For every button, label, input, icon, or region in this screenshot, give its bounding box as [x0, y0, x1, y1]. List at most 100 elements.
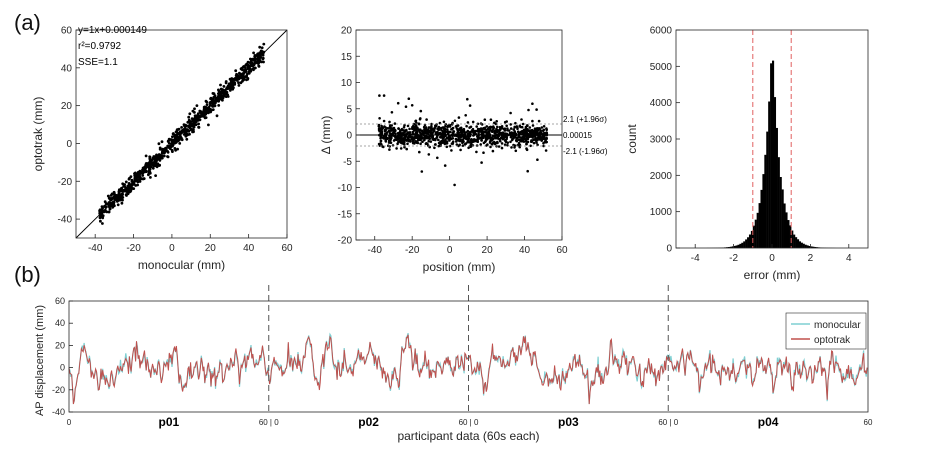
- scatter-point: [233, 77, 237, 80]
- scatter-point: [187, 118, 191, 122]
- scatter-point: [500, 125, 504, 128]
- scatter-point: [211, 108, 215, 111]
- scatter-point: [466, 121, 470, 124]
- scatter-point: [470, 130, 473, 133]
- scatter-point: [460, 131, 464, 134]
- reference-line-label: 2.1 (+1.96σ): [563, 115, 607, 124]
- scatter-point: [133, 172, 136, 176]
- scatter-point: [402, 140, 406, 144]
- scatter-point: [390, 111, 394, 114]
- scatter-point: [545, 127, 548, 130]
- scatter-point: [413, 141, 417, 144]
- scatter-point: [389, 127, 392, 130]
- scatter-point: [495, 120, 499, 123]
- histogram-bars: [706, 60, 836, 249]
- scatter-point: [142, 166, 146, 170]
- histogram-bar: [743, 241, 746, 248]
- scatter-point: [464, 135, 468, 139]
- scatter-point: [101, 222, 104, 225]
- scatter-point: [434, 131, 438, 134]
- scatter-point: [212, 104, 216, 108]
- x-tick-label: 0: [447, 245, 453, 256]
- error-histogram-chart: -4 -2 0 2 4 0 1000 2000 3000 4000 5000 6000 error (m…: [625, 26, 869, 282]
- scatter-point: [527, 108, 530, 112]
- scatter-point: [258, 45, 262, 49]
- y-tick-label: 4000: [650, 98, 673, 109]
- scatter-point: [237, 81, 240, 85]
- scatter-point: [117, 188, 121, 192]
- scatter-point: [408, 127, 411, 131]
- scatter-point: [197, 122, 201, 126]
- scatter-point: [413, 137, 416, 140]
- scatter-point: [248, 67, 252, 71]
- scatter-point: [108, 207, 112, 211]
- histogram-bar: [775, 127, 778, 248]
- scatter-point: [414, 119, 417, 123]
- scatter-point: [136, 183, 140, 187]
- scatter-point: [209, 97, 213, 101]
- scatter-point: [542, 144, 545, 148]
- scatter-point: [394, 129, 397, 132]
- scatter-point: [423, 136, 426, 140]
- scatter-point: [496, 140, 499, 144]
- scatter-point: [120, 194, 124, 198]
- scatter-point: [446, 125, 449, 129]
- scatter-point: [157, 142, 161, 146]
- y-tick-label: 0: [666, 244, 672, 255]
- scatter-point: [465, 137, 469, 141]
- scatter-point: [262, 60, 265, 64]
- scatter-point: [529, 144, 532, 148]
- histogram-bar: [733, 245, 736, 248]
- scatter-point: [148, 157, 152, 161]
- scatter-point: [221, 89, 225, 93]
- scatter-point: [467, 146, 470, 150]
- x-tick-label: -4: [691, 253, 700, 264]
- scatter-point: [491, 149, 495, 153]
- histogram-bar: [804, 244, 807, 248]
- y-axis-label: AP displacement (mm): [34, 305, 46, 416]
- ap-displacement-time-series-chart: -40 -20 0 20 40 60 0 60 | 0 60 | 0 60 | 0 60 p01 p02…: [34, 285, 873, 443]
- scatter-point: [478, 127, 481, 131]
- y-tick-label: -10: [338, 183, 353, 194]
- scatter-point: [188, 112, 192, 116]
- scatter-chart-monocular-vs-optotrak: -40 -20 0 20 40 60 -40 -20 0 20 40 60 monocular (mm)…: [31, 25, 293, 272]
- scatter-point: [518, 143, 522, 147]
- scatter-point: [426, 129, 429, 133]
- scatter-point: [545, 131, 548, 134]
- scatter-point: [391, 132, 394, 136]
- scatter-point: [517, 135, 520, 139]
- scatter-point: [391, 127, 394, 130]
- scatter-point: [521, 138, 525, 142]
- scatter-point: [129, 190, 132, 193]
- x-tick-label: 40: [243, 243, 255, 254]
- scatter-point: [459, 138, 463, 141]
- scatter-point: [491, 141, 495, 145]
- scatter-point: [408, 139, 412, 142]
- scatter-point: [496, 128, 499, 132]
- scatter-point: [238, 71, 241, 75]
- scatter-point: [174, 136, 177, 140]
- y-tick-label: 60: [61, 26, 73, 37]
- scatter-point: [241, 77, 245, 81]
- scatter-point: [413, 128, 417, 132]
- x-tick-label: -20: [405, 245, 420, 256]
- scatter-point: [207, 123, 210, 127]
- scatter-point: [483, 140, 487, 144]
- x-axis-label: participant data (60s each): [397, 429, 539, 443]
- scatter-point: [425, 118, 428, 121]
- scatter-point: [393, 122, 397, 125]
- scatter-point: [388, 132, 392, 135]
- histogram-bar: [731, 246, 734, 248]
- histogram-bar: [800, 242, 803, 248]
- histogram-bar: [735, 245, 738, 248]
- scatter-point: [212, 92, 216, 96]
- scatter-point: [501, 131, 505, 135]
- scatter-point: [100, 208, 104, 212]
- scatter-point: [458, 127, 462, 130]
- scatter-point: [187, 115, 191, 119]
- histogram-bar: [779, 177, 782, 248]
- scatter-point: [98, 208, 102, 212]
- scatter-point: [522, 128, 526, 132]
- scatter-point: [431, 134, 435, 138]
- legend-label: monocular: [814, 320, 861, 331]
